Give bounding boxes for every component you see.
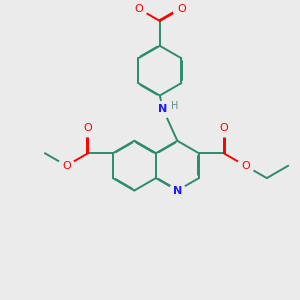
- Text: O: O: [84, 123, 92, 134]
- Text: H: H: [171, 101, 178, 111]
- Text: O: O: [241, 161, 250, 171]
- Text: N: N: [173, 185, 182, 196]
- Text: O: O: [219, 123, 228, 134]
- Text: N: N: [158, 104, 167, 114]
- Text: O: O: [134, 4, 143, 14]
- Text: O: O: [62, 161, 71, 171]
- Text: O: O: [177, 4, 186, 14]
